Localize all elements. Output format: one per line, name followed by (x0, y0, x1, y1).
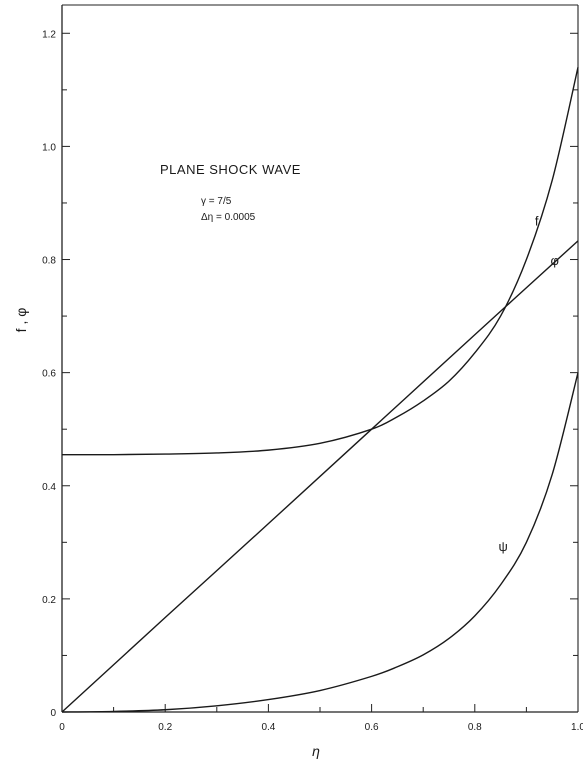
annotation-delta-eta: Δη = 0.0005 (201, 212, 256, 223)
chart-title: PLANE SHOCK WAVE (160, 162, 301, 177)
x-tick-label: 0 (59, 722, 65, 733)
series-line-psi (61, 372, 579, 713)
plot-frame (61, 4, 579, 713)
y-tick-label: 0 (50, 708, 56, 719)
y-tick-label: 0.2 (42, 595, 56, 606)
series-label-psi: ψ (499, 539, 508, 554)
axis-ticks (61, 32, 579, 713)
y-tick-label: 0.8 (42, 256, 56, 267)
x-tick-label: 0.2 (158, 722, 172, 733)
y-tick-label: 1.0 (42, 142, 56, 153)
y-tick-label: 0.4 (42, 482, 56, 493)
series-line-phi (61, 240, 579, 713)
series-label-phi: φ (551, 253, 559, 268)
series-labels: f φ ψ (499, 214, 559, 554)
y-tick-label: 1.2 (42, 29, 56, 40)
series-line-f (61, 67, 579, 456)
annotation-gamma: γ = 7/5 (201, 196, 232, 207)
x-axis-label: η (312, 743, 320, 759)
series-label-f: f (535, 214, 539, 229)
data-series (61, 67, 579, 713)
y-axis-label: f , φ (13, 308, 29, 333)
axis-tick-labels: 0 0.2 0.4 0.6 0.8 1.0 0 0.2 0.4 0.6 0.8 1.0 1.2 (42, 29, 583, 733)
x-tick-label: 1.0 (571, 722, 583, 733)
x-tick-label: 0.4 (261, 722, 275, 733)
y-tick-label: 0.6 (42, 369, 56, 380)
x-tick-label: 0.8 (468, 722, 482, 733)
x-tick-label: 0.6 (365, 722, 379, 733)
